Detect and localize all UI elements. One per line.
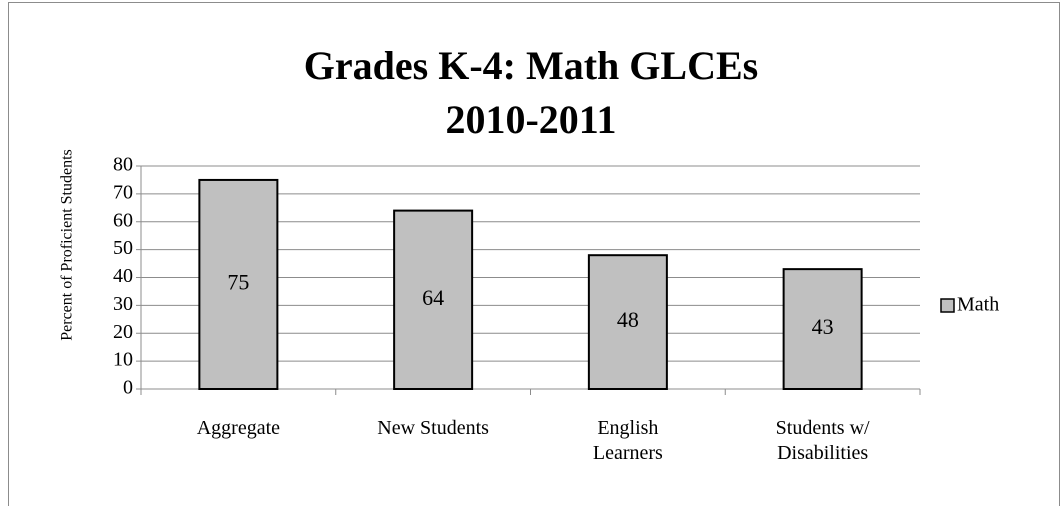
x-tick-label: English Learners [592, 417, 663, 464]
y-axis-label: Percent of Proficient Students [59, 149, 76, 341]
y-tick-label: 60 [113, 209, 133, 231]
x-tick-label: New Students [377, 417, 489, 439]
y-tick-label: 10 [113, 349, 133, 371]
data-label: 43 [812, 314, 834, 339]
data-label: 48 [617, 307, 639, 332]
y-tick-label: 80 [113, 154, 133, 176]
x-tick-label: Aggregate [196, 417, 281, 439]
y-tick-label: 40 [113, 265, 133, 287]
legend-label: Math [957, 294, 999, 316]
bar [198, 178, 279, 390]
legend-swatch [940, 298, 955, 313]
chart-title: Grades K-4: Math GLCEs [304, 43, 758, 88]
data-label: 75 [227, 270, 249, 295]
y-tick-label: 50 [113, 237, 133, 259]
chart-border [8, 2, 1060, 506]
y-tick-label: 20 [113, 321, 133, 343]
x-tick-label: Students w/ Disabilities [775, 417, 870, 464]
y-tick-label: 70 [113, 181, 133, 203]
bar [587, 254, 668, 390]
y-tick-label: 0 [123, 377, 133, 399]
y-tick-label: 30 [113, 293, 133, 315]
chart-subtitle: 2010-2011 [445, 97, 616, 142]
bar [393, 209, 474, 390]
bar [782, 268, 863, 391]
data-label: 64 [422, 285, 444, 310]
